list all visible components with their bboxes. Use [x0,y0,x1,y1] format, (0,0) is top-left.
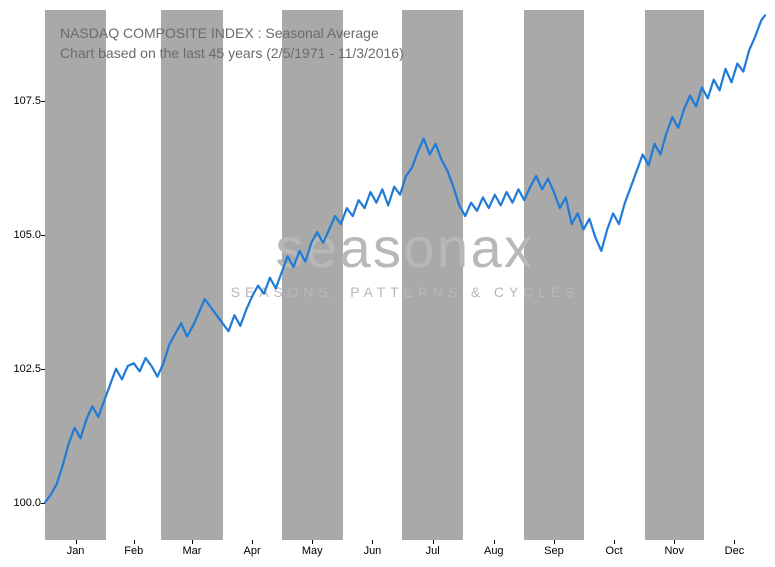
title-line-2: Chart based on the last 45 years (2/5/19… [60,44,404,64]
data-series-line [45,15,765,502]
chart-title: NASDAQ COMPOSITE INDEX : Seasonal Averag… [60,24,404,63]
line-chart-svg [0,0,775,567]
chart-container: NASDAQ COMPOSITE INDEX : Seasonal Averag… [0,0,775,567]
title-line-1: NASDAQ COMPOSITE INDEX : Seasonal Averag… [60,24,404,44]
